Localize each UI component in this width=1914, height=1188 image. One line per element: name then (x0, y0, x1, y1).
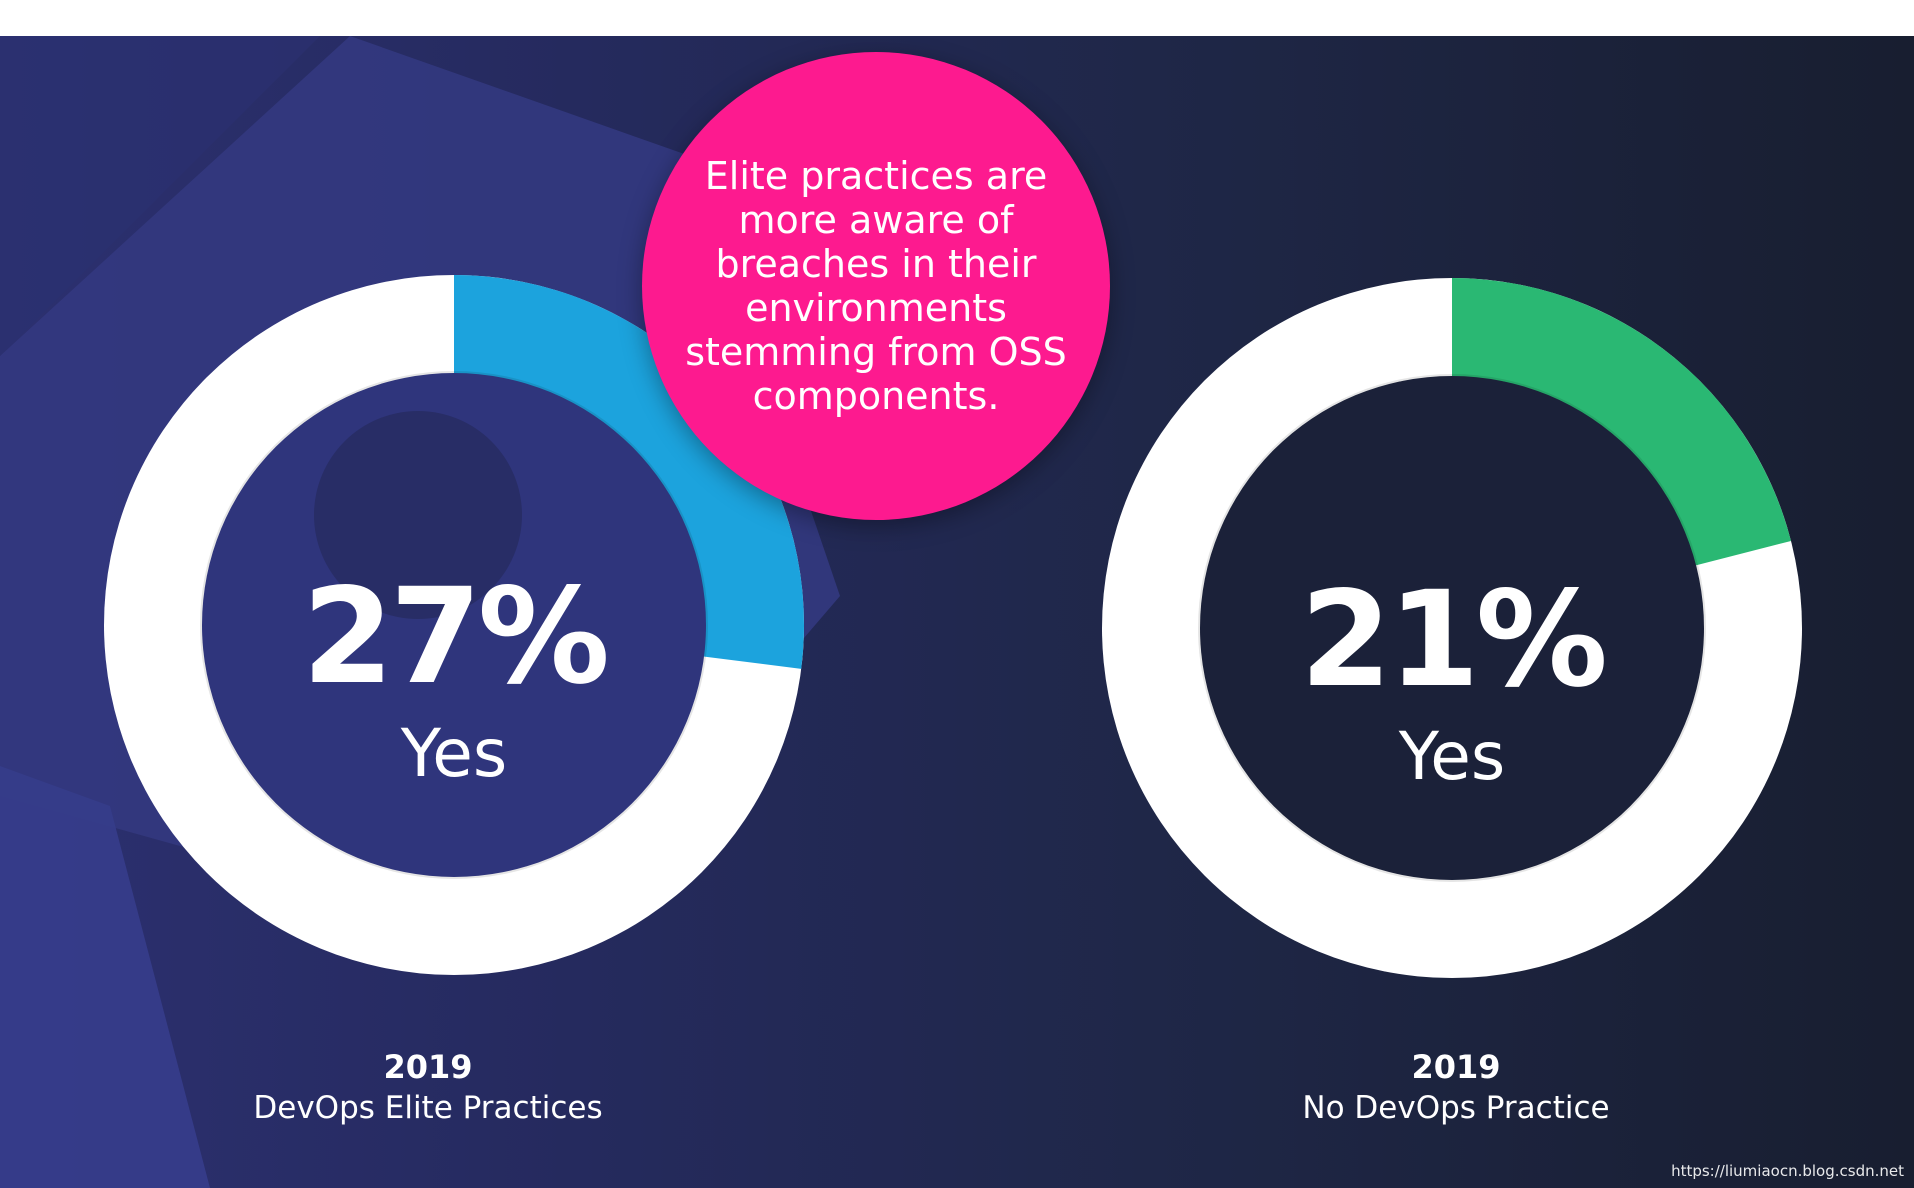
caption-elite: 2019 DevOps Elite Practices (128, 1047, 728, 1129)
value-label-elite: 27% (302, 560, 610, 714)
callout-text: Elite practices are more aware of breach… (685, 154, 1067, 418)
donut-svg-elite (104, 275, 805, 975)
donut-chart-elite: 27% Yes (94, 265, 814, 985)
donut-center-no-devops (1200, 376, 1704, 880)
chart-panel: 27% Yes 21% Yes 2019 DevOps Elite Practi… (0, 36, 1914, 1188)
caption-no-devops: 2019 No DevOps Practice (1156, 1047, 1756, 1129)
donut-svg-no-devops (1102, 278, 1802, 978)
caption-year-elite: 2019 (383, 1048, 473, 1086)
watermark-text: https://liumiaocn.blog.csdn.net (1671, 1162, 1904, 1180)
value-label-no-devops: 21% (1300, 563, 1608, 717)
caption-group-elite: DevOps Elite Practices (253, 1090, 603, 1126)
center-label-elite: Yes (400, 715, 508, 792)
caption-year-no-devops: 2019 (1411, 1048, 1501, 1086)
donut-center-decor-elite (314, 411, 522, 619)
caption-group-no-devops: No DevOps Practice (1302, 1090, 1610, 1126)
center-label-no-devops: Yes (1398, 718, 1506, 795)
donut-chart-no-devops: 21% Yes (1092, 268, 1812, 988)
callout-bubble: Elite practices are more aware of breach… (642, 52, 1110, 520)
